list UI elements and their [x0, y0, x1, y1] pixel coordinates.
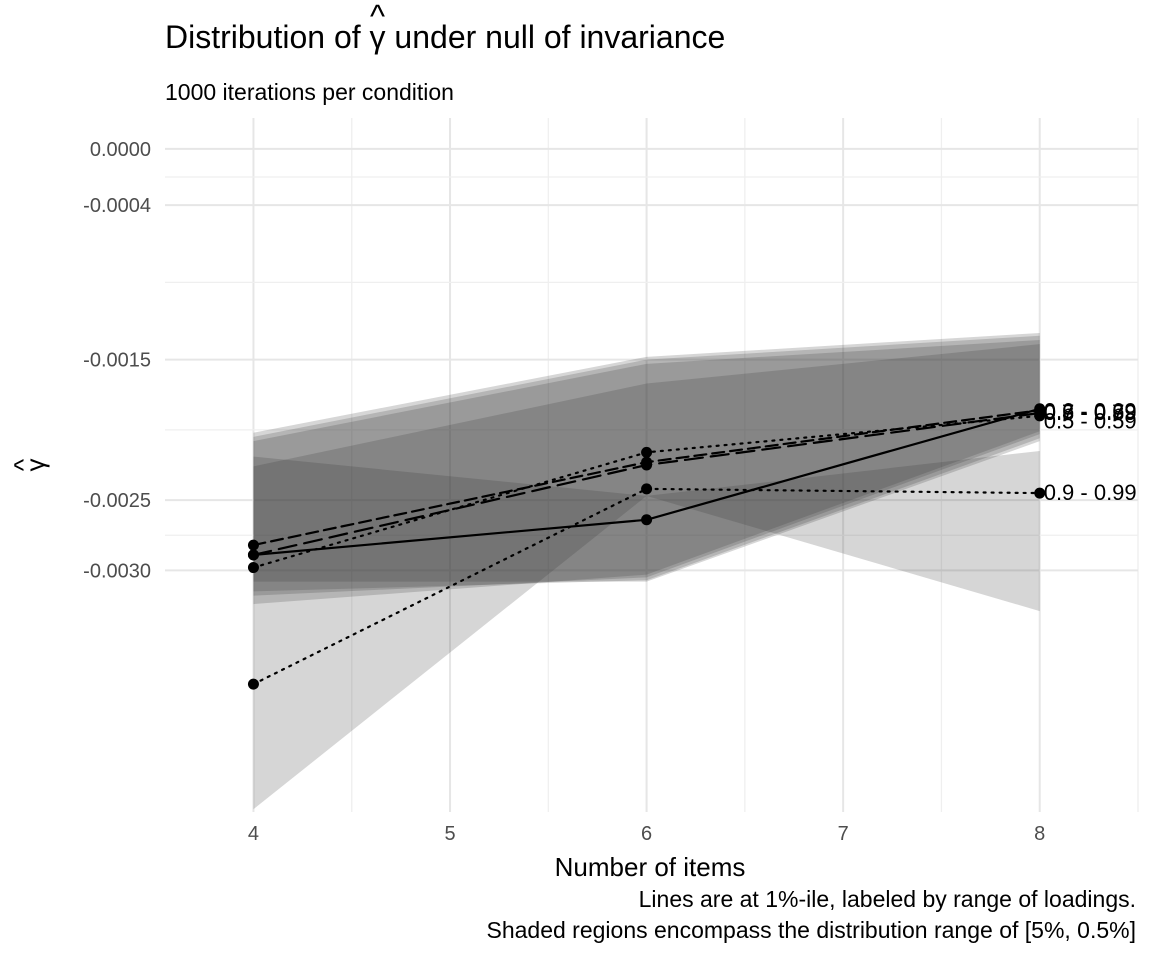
series-label-1: 0.6 - 0.69 [1044, 399, 1137, 424]
series-label-4: 0.9 - 0.99 [1044, 480, 1137, 505]
y-tick-label-0: 0.0000 [90, 139, 151, 161]
x-tick-label-1: 5 [444, 823, 455, 845]
point-series-2-0 [247, 549, 259, 561]
x-axis-title: Number of items [555, 852, 746, 882]
series-labels: 0.5 - 0.590.6 - 0.690.7 - 0.790.8 - 0.89… [1044, 399, 1137, 505]
title-prefix: Distribution of [165, 19, 370, 55]
point-series-0-1 [641, 514, 653, 526]
x-tick-label-4: 8 [1034, 823, 1045, 845]
title-suffix: under null of invariance [386, 19, 726, 55]
y-tick-label-2: -0.0015 [83, 350, 151, 372]
title-gamma-symbol: γ [370, 19, 386, 55]
band-series-4 [253, 450, 1040, 810]
x-tick-label-3: 7 [838, 823, 849, 845]
point-series-3-2 [1034, 410, 1046, 422]
chart-title: Distribution of γ under null of invarian… [165, 19, 725, 55]
chart-subtitle: 1000 iterations per condition [165, 79, 454, 105]
x-tick-label-2: 6 [641, 823, 652, 845]
y-axis-title: γ ^ [8, 458, 50, 471]
point-series-2-1 [641, 459, 653, 471]
point-series-3-1 [641, 446, 653, 458]
series-label-0: 0.5 - 0.59 [1044, 408, 1137, 433]
caption-line-1: Lines are at 1%-ile, labeled by range of… [639, 886, 1136, 912]
series-label-2: 0.7 - 0.79 [1044, 400, 1137, 425]
point-series-1-0 [247, 539, 259, 551]
chart-header: Distribution of γ under null of invarian… [165, 0, 725, 105]
y-axis-gamma: γ [20, 459, 50, 472]
point-series-4-0 [247, 678, 259, 690]
point-series-3-0 [247, 562, 259, 574]
caption-line-2: Shaded regions encompass the distributio… [486, 917, 1136, 943]
title-hat: ^ [370, 0, 385, 34]
series-label-3: 0.8 - 0.89 [1044, 400, 1137, 425]
y-tick-label-1: -0.0004 [83, 195, 151, 217]
y-axis-hat: ^ [8, 458, 38, 471]
axis-ticks: 4 5 6 7 8 0.0000 -0.0004 -0.0015 -0.0025 -0.0030 [83, 139, 1045, 845]
y-tick-label-4: -0.0030 [83, 560, 151, 582]
x-tick-label-0: 4 [248, 823, 259, 845]
grid-lines [165, 118, 1139, 812]
y-tick-label-3: -0.0025 [83, 490, 151, 512]
point-series-4-1 [641, 483, 653, 495]
point-series-4-2 [1034, 487, 1046, 499]
series-points [247, 403, 1046, 690]
